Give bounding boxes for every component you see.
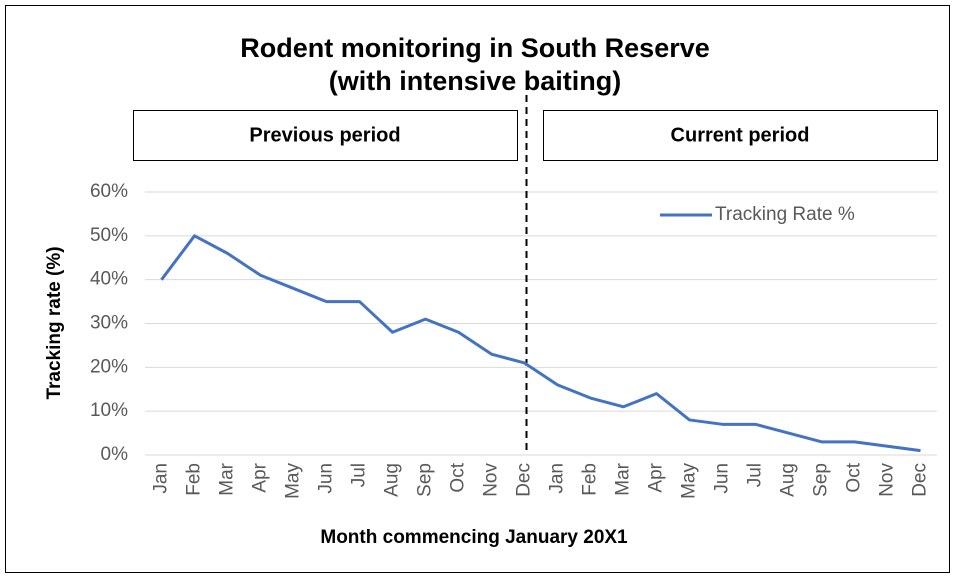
x-tick-label: Jun — [316, 463, 337, 494]
x-tick-label: Jan — [547, 463, 568, 494]
x-tick-label: Mar — [217, 462, 238, 495]
x-tick-label: Dec — [910, 463, 931, 497]
y-tick-label: 60% — [90, 181, 128, 202]
x-tick-label: Jun — [712, 463, 733, 494]
x-axis-title: Month commencing January 20X1 — [320, 527, 628, 548]
y-tick-label: 10% — [90, 400, 128, 421]
x-tick-label: Nov — [877, 463, 898, 497]
chart-title: Rodent monitoring in South Reserve — [240, 33, 710, 63]
legend-label: Tracking Rate % — [715, 204, 855, 225]
x-tick-label: Aug — [382, 463, 403, 497]
y-tick-label: 0% — [101, 444, 129, 465]
period-box — [543, 110, 938, 161]
x-tick-label: May — [283, 463, 304, 499]
x-tick-label: Apr — [250, 462, 271, 492]
data-line — [160, 234, 921, 453]
period-label: Current period — [671, 124, 810, 146]
period-box — [133, 110, 518, 161]
x-tick-label: Jul — [745, 463, 766, 487]
y-tick-label: 50% — [90, 225, 128, 246]
x-tick-label: Jan — [151, 463, 172, 494]
x-tick-label: May — [679, 463, 700, 499]
x-tick-label: Sep — [415, 463, 436, 497]
y-tick-label: 30% — [90, 313, 128, 334]
period-label: Previous period — [249, 124, 400, 146]
x-tick-label: Oct — [844, 462, 865, 492]
chart-title: (with intensive baiting) — [329, 66, 622, 96]
y-tick-label: 20% — [90, 356, 128, 377]
y-axis-title: Tracking rate (%) — [44, 246, 65, 399]
y-tick-label: 40% — [90, 269, 128, 290]
x-tick-label: Feb — [184, 463, 205, 496]
x-tick-label: Sep — [811, 463, 832, 497]
x-tick-label: Dec — [514, 463, 535, 497]
x-tick-label: Aug — [778, 463, 799, 497]
x-tick-label: Mar — [613, 462, 634, 495]
x-tick-label: Feb — [580, 463, 601, 496]
x-tick-label: Nov — [481, 463, 502, 497]
x-tick-label: Apr — [646, 462, 667, 492]
x-tick-label: Oct — [448, 462, 469, 492]
x-tick-label: Jul — [349, 463, 370, 487]
chart-border — [5, 5, 950, 573]
